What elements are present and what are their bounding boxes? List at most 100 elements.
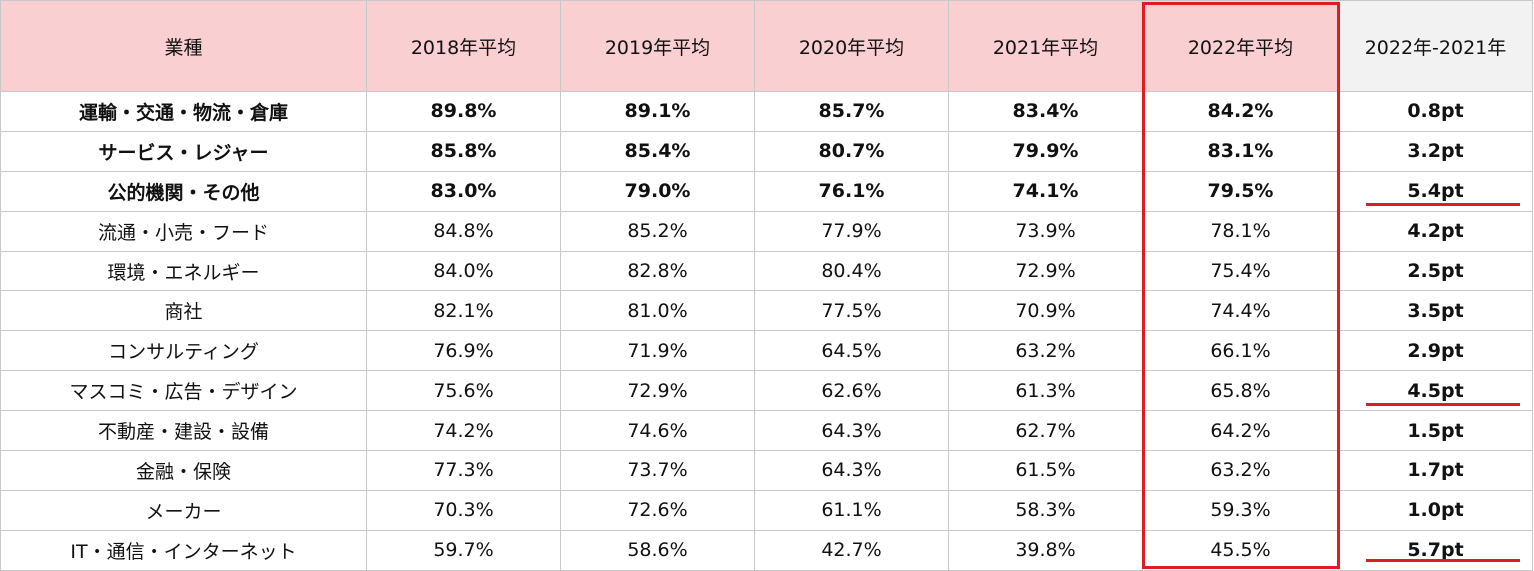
header-diff: 2022年-2021年	[1338, 0, 1533, 92]
cell-2022: 79.5%	[1142, 170, 1339, 212]
cell-2019: 79.0%	[560, 170, 755, 212]
cell-industry: 流通・小売・フード	[0, 210, 367, 252]
cell-2020: 77.5%	[754, 290, 949, 332]
cell-2018: 59.7%	[366, 529, 561, 571]
cell-2022: 74.4%	[1142, 290, 1339, 332]
cell-2021: 58.3%	[948, 489, 1143, 531]
cell-2020: 76.1%	[754, 170, 949, 212]
cell-2021: 73.9%	[948, 210, 1143, 252]
table-row: サービス・レジャー 85.8% 85.4% 80.7% 79.9% 83.1% 3.2pt	[0, 130, 1533, 172]
cell-2018: 82.1%	[366, 290, 561, 332]
cell-2019: 85.2%	[560, 210, 755, 252]
cell-2018: 83.0%	[366, 170, 561, 212]
cell-2019: 81.0%	[560, 290, 755, 332]
cell-2019: 89.1%	[560, 91, 755, 132]
table-row: マスコミ・広告・デザイン 75.6% 72.9% 62.6% 61.3% 65.8% 4.5…	[0, 370, 1533, 412]
cell-2018: 75.6%	[366, 370, 561, 412]
diff-underline	[1366, 403, 1520, 406]
cell-industry: 商社	[0, 290, 367, 332]
header-2022: 2022年平均	[1142, 0, 1339, 92]
cell-2020: 80.4%	[754, 250, 949, 292]
cell-2019: 74.6%	[560, 410, 755, 452]
cell-2018: 84.0%	[366, 250, 561, 292]
cell-industry: 不動産・建設・設備	[0, 410, 367, 452]
cell-2019: 73.7%	[560, 450, 755, 491]
cell-2020: 77.9%	[754, 210, 949, 252]
cell-2020: 64.5%	[754, 330, 949, 372]
cell-2019: 58.6%	[560, 529, 755, 571]
cell-2021: 39.8%	[948, 529, 1143, 571]
cell-2020: 64.3%	[754, 450, 949, 491]
cell-2018: 85.8%	[366, 130, 561, 172]
cell-industry: マスコミ・広告・デザイン	[0, 370, 367, 412]
cell-2022: 63.2%	[1142, 450, 1339, 491]
cell-2022: 66.1%	[1142, 330, 1339, 372]
cell-2022: 59.3%	[1142, 489, 1339, 531]
cell-2022: 84.2%	[1142, 91, 1339, 132]
cell-industry: 公的機関・その他	[0, 170, 367, 212]
table-row: 流通・小売・フード 84.8% 85.2% 77.9% 73.9% 78.1% 4.2pt	[0, 210, 1533, 252]
cell-2022: 78.1%	[1142, 210, 1339, 252]
cell-2021: 79.9%	[948, 130, 1143, 172]
cell-2018: 76.9%	[366, 330, 561, 372]
cell-industry: 運輸・交通・物流・倉庫	[0, 91, 367, 132]
cell-diff: 1.5pt	[1338, 410, 1533, 452]
table-row: メーカー 70.3% 72.6% 61.1% 58.3% 59.3% 1.0pt	[0, 489, 1533, 531]
cell-diff: 5.7pt	[1338, 529, 1533, 571]
cell-2018: 77.3%	[366, 450, 561, 491]
table-body: 運輸・交通・物流・倉庫 89.8% 89.1% 85.7% 83.4% 84.2% 0.8p…	[0, 91, 1533, 571]
cell-2021: 83.4%	[948, 91, 1143, 132]
cell-2021: 72.9%	[948, 250, 1143, 292]
cell-2018: 84.8%	[366, 210, 561, 252]
cell-2019: 72.9%	[560, 370, 755, 412]
table-header: 業種 2018年平均 2019年平均 2020年平均 2021年平均 2022年…	[0, 0, 1533, 92]
table-row: 金融・保険 77.3% 73.7% 64.3% 61.5% 63.2% 1.7pt	[0, 450, 1533, 491]
cell-diff: 1.0pt	[1338, 489, 1533, 531]
cell-2019: 85.4%	[560, 130, 755, 172]
cell-2018: 70.3%	[366, 489, 561, 531]
cell-2019: 82.8%	[560, 250, 755, 292]
cell-diff: 2.9pt	[1338, 330, 1533, 372]
cell-2022: 64.2%	[1142, 410, 1339, 452]
cell-industry: サービス・レジャー	[0, 130, 367, 172]
cell-2020: 64.3%	[754, 410, 949, 452]
header-2020: 2020年平均	[754, 0, 949, 92]
cell-industry: メーカー	[0, 489, 367, 531]
cell-2020: 80.7%	[754, 130, 949, 172]
header-2021: 2021年平均	[948, 0, 1143, 92]
cell-2021: 61.5%	[948, 450, 1143, 491]
cell-2018: 74.2%	[366, 410, 561, 452]
cell-diff: 3.2pt	[1338, 130, 1533, 172]
cell-2020: 62.6%	[754, 370, 949, 412]
cell-2021: 70.9%	[948, 290, 1143, 332]
diff-underline	[1366, 203, 1520, 206]
cell-industry: 金融・保険	[0, 450, 367, 491]
cell-2021: 61.3%	[948, 370, 1143, 412]
cell-2020: 61.1%	[754, 489, 949, 531]
diff-underline	[1366, 559, 1520, 562]
cell-2020: 85.7%	[754, 91, 949, 132]
cell-2022: 75.4%	[1142, 250, 1339, 292]
header-2019: 2019年平均	[560, 0, 755, 92]
header-industry: 業種	[0, 0, 367, 92]
table-row: 公的機関・その他 83.0% 79.0% 76.1% 74.1% 79.5% 5.4pt	[0, 170, 1533, 212]
cell-2018: 89.8%	[366, 91, 561, 132]
cell-diff: 2.5pt	[1338, 250, 1533, 292]
cell-industry: コンサルティング	[0, 330, 367, 372]
cell-diff: 0.8pt	[1338, 91, 1533, 132]
table-row: 運輸・交通・物流・倉庫 89.8% 89.1% 85.7% 83.4% 84.2% 0.8p…	[0, 91, 1533, 132]
table-row: IT・通信・インターネット 59.7% 58.6% 42.7% 39.8% 45.5% 5.…	[0, 529, 1533, 571]
cell-2022: 45.5%	[1142, 529, 1339, 571]
header-row: 業種 2018年平均 2019年平均 2020年平均 2021年平均 2022年…	[0, 0, 1533, 92]
cell-diff: 1.7pt	[1338, 450, 1533, 491]
cell-2021: 62.7%	[948, 410, 1143, 452]
cell-2019: 71.9%	[560, 330, 755, 372]
table-row: コンサルティング 76.9% 71.9% 64.5% 63.2% 66.1% 2.9pt	[0, 330, 1533, 372]
table-row: 商社 82.1% 81.0% 77.5% 70.9% 74.4% 3.5pt	[0, 290, 1533, 332]
table-row: 不動産・建設・設備 74.2% 74.6% 64.3% 62.7% 64.2% 1.5pt	[0, 410, 1533, 452]
cell-industry: IT・通信・インターネット	[0, 529, 367, 571]
cell-2021: 63.2%	[948, 330, 1143, 372]
cell-diff: 4.2pt	[1338, 210, 1533, 252]
cell-2022: 83.1%	[1142, 130, 1339, 172]
